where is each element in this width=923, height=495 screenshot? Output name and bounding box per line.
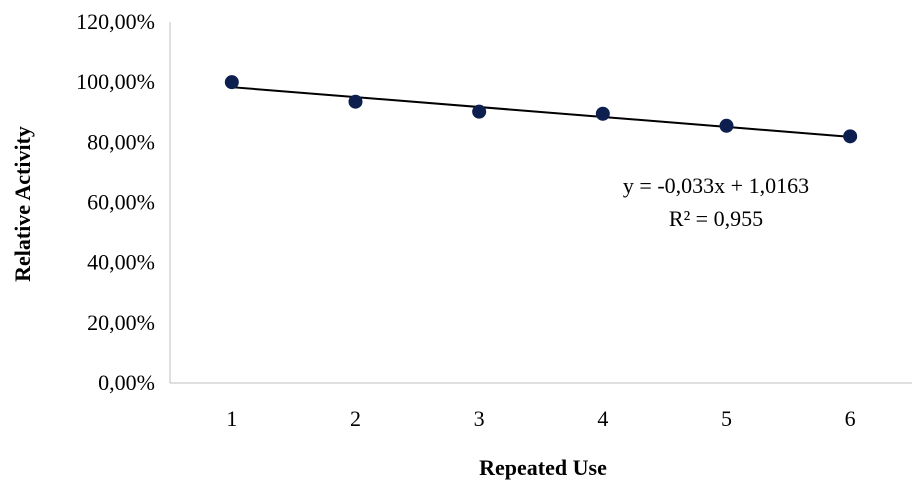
y-axis-title: Relative Activity (10, 126, 35, 282)
data-point (843, 129, 858, 144)
y-tick-label: 20,00% (87, 310, 155, 335)
y-tick-label: 40,00% (87, 250, 155, 275)
x-tick-label: 2 (350, 406, 361, 431)
data-point (595, 106, 610, 121)
y-tick-label: 60,00% (87, 190, 155, 215)
x-tick-labels: 1 2 3 4 5 6 (226, 406, 855, 431)
data-points (224, 75, 858, 144)
y-tick-label: 0,00% (98, 370, 155, 395)
trendline (231, 86, 851, 138)
y-tick-label: 80,00% (87, 129, 155, 154)
x-tick-label: 3 (474, 406, 485, 431)
y-tick-labels: 0,00% 20,00% 40,00% 60,00% 80,00% 100,00% 120,… (76, 9, 155, 395)
x-axis-title: Repeated Use (479, 455, 607, 480)
trendline-equation: y = -0,033x + 1,0163 (623, 173, 809, 198)
data-point (348, 94, 363, 109)
data-point (719, 118, 734, 133)
y-tick-label: 120,00% (76, 9, 155, 34)
x-tick-label: 4 (597, 406, 608, 431)
x-tick-label: 1 (226, 406, 237, 431)
trendline-r-squared: R² = 0,955 (669, 206, 763, 231)
y-tick-label: 100,00% (76, 69, 155, 94)
data-point (472, 104, 487, 119)
x-tick-label: 6 (845, 406, 856, 431)
trendline-group (231, 86, 851, 138)
x-tick-label: 5 (721, 406, 732, 431)
y-axis-title-group: Relative Activity (10, 126, 35, 282)
data-point (224, 75, 239, 90)
